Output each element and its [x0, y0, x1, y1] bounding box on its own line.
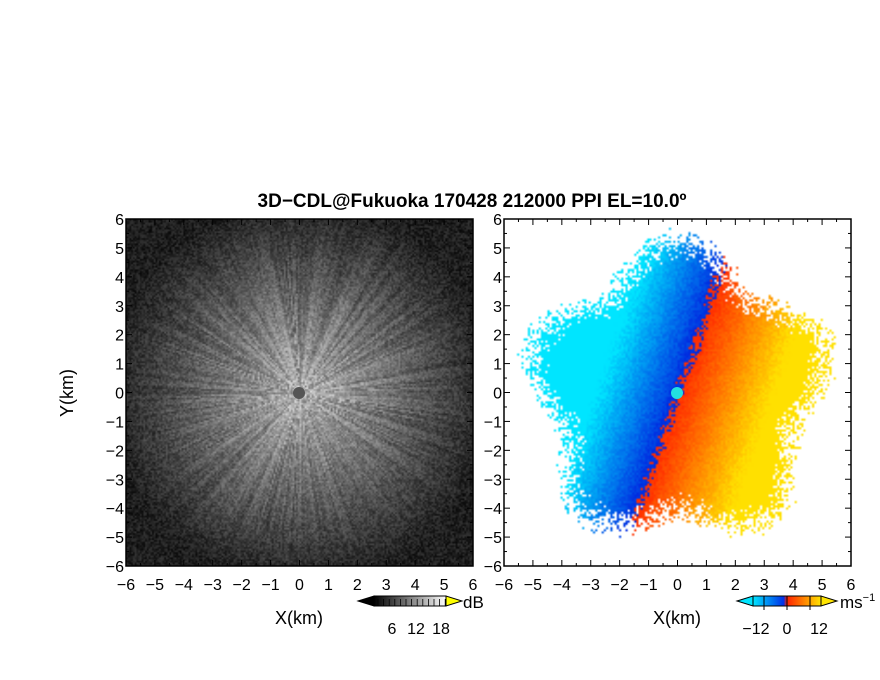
x-tick-label: −5: [146, 577, 164, 594]
y-tick-label: −2: [106, 443, 124, 460]
velocity-panel: −6 −5 −4 −3 −2 −1 0 1 2 3 4 5 6 −6 −5 −4 −3 −2 −1 0 1 2 3 4 5 6 X…: [484, 212, 856, 628]
y-tick-label: 3: [493, 299, 502, 316]
reflectivity-colorbar: dB 6 12 18: [356, 593, 484, 638]
axis-ticks: −6 −5 −4 −3 −2 −1 0 1 2 3 4 5 6 −6 −5 −4 −3 −2 −1 0 1 2 3 4 5 6: [484, 212, 856, 594]
y-tick-label: 5: [493, 241, 502, 258]
y-tick-label: −3: [484, 472, 502, 489]
reflectivity-panel: −6 −5 −4 −3 −2 −1 0 1 2 3 4 5 6 −6 −5 −4 −3 −2 −1 0 1 2 3 4 5 6 Y…: [57, 212, 478, 628]
x-tick-label: −4: [553, 577, 571, 594]
x-tick-label: 0: [673, 577, 682, 594]
y-tick-label: 6: [115, 212, 124, 229]
y-tick-label: 3: [115, 299, 124, 316]
colorbar-tick-marks: [377, 599, 446, 606]
y-tick-label: −2: [484, 443, 502, 460]
x-tick-label: 1: [324, 577, 333, 594]
velocity-colorbar: ms−1 −12 0 12: [735, 592, 875, 638]
x-tick-label: 2: [353, 577, 362, 594]
colorbar-body: [373, 595, 447, 607]
y-tick-label: 1: [493, 357, 502, 374]
x-tick-label: 4: [411, 577, 420, 594]
x-tick-label: 3: [382, 577, 391, 594]
x-tick-label: 6: [847, 577, 856, 594]
figure-title: 3D−CDL@Fukuoka 170428 212000 PPI EL=10.0…: [258, 191, 687, 212]
x-tick-label: −5: [524, 577, 542, 594]
x-tick-label: 3: [760, 577, 769, 594]
x-tick-label: −6: [117, 577, 135, 594]
colorbar-unit: ms−1: [840, 592, 875, 612]
x-tick-label: 1: [702, 577, 711, 594]
colorbar-tick-label: 0: [783, 621, 792, 638]
y-tick-label: 0: [493, 386, 502, 403]
colorbar-arrow-high: [820, 595, 839, 607]
x-tick-label: −2: [611, 577, 629, 594]
y-tick-label: 2: [493, 328, 502, 345]
colorbar-tick-label: 12: [407, 621, 425, 638]
y-tick-label: 2: [115, 328, 124, 345]
colorbar-tick-label: 12: [810, 621, 828, 638]
x-axis-label: X(km): [653, 608, 701, 628]
colorbar-tick-label: 6: [388, 621, 397, 638]
x-tick-label: 0: [295, 577, 304, 594]
y-tick-label: −5: [484, 530, 502, 547]
radar-site-marker: [293, 387, 305, 399]
y-tick-label: 6: [493, 212, 502, 229]
x-tick-label: −2: [233, 577, 251, 594]
y-tick-label: −6: [484, 559, 502, 576]
colorbar-arrow-high: [445, 595, 464, 607]
x-tick-label: −1: [639, 577, 657, 594]
y-tick-label: −4: [484, 501, 502, 518]
y-tick-label: −1: [484, 414, 502, 431]
x-axis-label: X(km): [275, 608, 323, 628]
y-tick-label: 4: [115, 270, 124, 287]
x-tick-label: −3: [204, 577, 222, 594]
x-tick-label: 5: [818, 577, 827, 594]
y-tick-label: −3: [106, 472, 124, 489]
colorbar-tick-label: −12: [742, 621, 769, 638]
colorbar-arrow-low: [356, 595, 375, 607]
axis-ticks: −6 −5 −4 −3 −2 −1 0 1 2 3 4 5 6 −6 −5 −4 −3 −2 −1 0 1 2 3 4 5 6: [106, 212, 478, 594]
y-tick-label: −4: [106, 501, 124, 518]
x-tick-label: −1: [261, 577, 279, 594]
y-tick-label: 0: [115, 386, 124, 403]
colorbar-tick-label: 18: [432, 621, 450, 638]
x-tick-label: 2: [731, 577, 740, 594]
y-tick-label: −6: [106, 559, 124, 576]
colorbar-unit: dB: [463, 593, 484, 612]
x-tick-label: −6: [495, 577, 513, 594]
x-tick-label: 4: [789, 577, 798, 594]
x-tick-label: 6: [469, 577, 478, 594]
y-tick-label: 4: [493, 270, 502, 287]
y-tick-label: −5: [106, 530, 124, 547]
x-tick-label: 5: [440, 577, 449, 594]
y-axis-label: Y(km): [57, 369, 77, 417]
y-tick-label: −1: [106, 414, 124, 431]
y-tick-label: 5: [115, 241, 124, 258]
x-tick-label: −3: [582, 577, 600, 594]
x-tick-label: −4: [175, 577, 193, 594]
colorbar-arrow-low: [735, 595, 754, 607]
y-tick-label: 1: [115, 357, 124, 374]
radar-site-marker: [671, 387, 683, 399]
